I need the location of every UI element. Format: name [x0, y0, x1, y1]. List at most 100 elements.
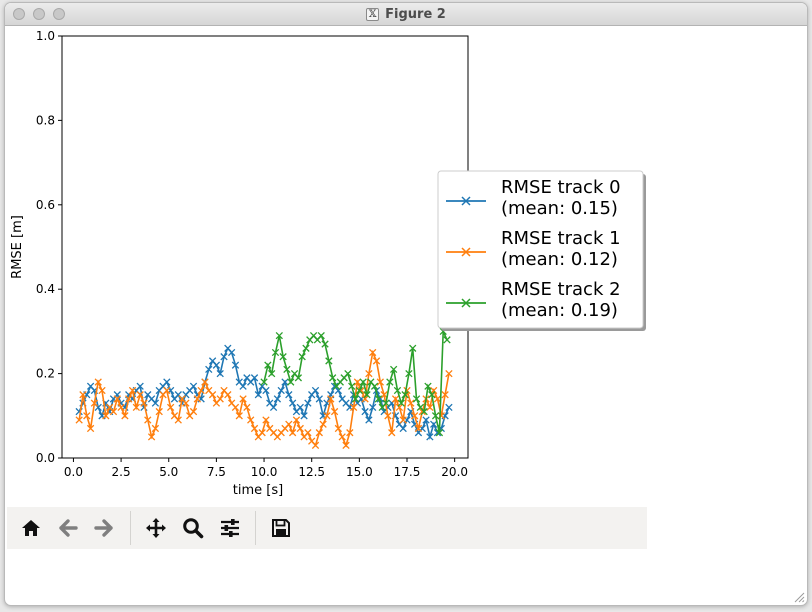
legend-label-2: RMSE track 2 (mean: 0.19): [501, 279, 621, 321]
data-point: [407, 399, 415, 407]
data-point: [83, 412, 91, 420]
data-point: [374, 395, 383, 403]
data-point: [380, 391, 388, 399]
series-1: [75, 348, 453, 449]
data-point: [409, 344, 417, 352]
arrow-right-icon: [94, 519, 113, 537]
data-point: [288, 429, 297, 437]
data-point: [273, 395, 282, 403]
data-point: [128, 386, 137, 395]
data-point: [151, 399, 160, 407]
data-point: [393, 386, 402, 395]
data-point: [426, 403, 434, 412]
data-point: [208, 391, 217, 399]
data-point: [239, 382, 247, 390]
data-point: [395, 403, 404, 412]
magnifier-icon: [183, 518, 204, 539]
data-point: [166, 403, 175, 412]
window-title: Figure 2: [385, 7, 446, 22]
data-point: [351, 395, 360, 403]
figure-canvas[interactable]: 0.0 2.5 5.0 7.5 10.0 12.5 15.0 17.5 20.0 0.0 0.2 0.…: [5, 25, 805, 507]
data-point: [147, 433, 156, 441]
data-point: [136, 382, 144, 390]
data-point: [247, 416, 255, 424]
title-bar: 𝕏 Figure 2: [5, 3, 807, 26]
data-point: [384, 412, 392, 420]
configure-subplots-button[interactable]: [216, 514, 244, 542]
close-window-button[interactable]: [13, 8, 25, 20]
x-tick-label: 20.0: [441, 465, 468, 479]
data-point: [376, 378, 384, 386]
data-point: [197, 386, 205, 395]
data-point: [422, 416, 430, 424]
sliders-icon: [221, 519, 239, 537]
home-button[interactable]: [17, 514, 45, 542]
data-point: [277, 386, 285, 395]
data-point: [189, 382, 198, 390]
pan-button[interactable]: [142, 514, 170, 542]
data-point: [346, 429, 354, 437]
y-tick-label: 0.2: [36, 367, 55, 381]
data-point: [182, 399, 190, 407]
data-point: [382, 399, 390, 407]
data-point: [231, 403, 240, 412]
data-point: [269, 403, 278, 412]
data-point: [189, 407, 198, 416]
data-point: [359, 378, 367, 386]
data-point: [390, 365, 398, 374]
data-point: [370, 382, 379, 390]
data-point: [98, 386, 106, 395]
data-point: [231, 361, 240, 369]
resize-grip-icon[interactable]: [793, 591, 805, 603]
data-point: [264, 361, 272, 369]
data-point: [430, 420, 438, 428]
data-point: [109, 407, 118, 416]
data-point: [365, 369, 373, 378]
data-point: [412, 395, 421, 403]
x-tick-label: 12.5: [298, 465, 325, 479]
data-point: [285, 391, 293, 399]
data-point: [410, 412, 419, 420]
data-point: [304, 429, 312, 437]
data-point: [311, 441, 320, 449]
data-point: [399, 416, 407, 424]
zoom-button[interactable]: [179, 514, 207, 542]
data-point: [431, 412, 440, 420]
data-point: [262, 416, 270, 424]
data-point: [250, 374, 259, 382]
data-point: [193, 395, 201, 403]
data-point: [279, 353, 287, 361]
data-point: [254, 391, 262, 399]
data-point: [144, 416, 152, 424]
minimize-window-button[interactable]: [33, 8, 45, 20]
move-icon: [146, 518, 166, 538]
data-point: [136, 391, 144, 399]
data-point: [369, 348, 377, 357]
x-tick-label: 17.5: [394, 465, 421, 479]
data-point: [296, 403, 304, 412]
y-tick-label: 1.0: [36, 29, 55, 43]
back-button[interactable]: [54, 514, 82, 542]
data-point: [330, 407, 339, 416]
home-icon: [22, 520, 40, 536]
data-point: [163, 378, 171, 386]
data-point: [216, 369, 224, 378]
data-point: [243, 403, 251, 412]
data-point: [216, 395, 224, 403]
toolbar-separator: [255, 511, 256, 545]
forward-button[interactable]: [90, 514, 118, 542]
maximize-window-button[interactable]: [53, 8, 65, 20]
data-point: [227, 348, 236, 357]
x-tick-label: 10.0: [251, 465, 278, 479]
data-point: [94, 378, 102, 386]
data-point: [151, 424, 160, 433]
data-point: [285, 420, 293, 428]
data-point: [338, 433, 346, 441]
data-point: [296, 424, 304, 433]
save-button[interactable]: [267, 514, 295, 542]
data-point: [372, 357, 381, 365]
x-tick-label: 7.5: [207, 465, 226, 479]
data-point: [262, 386, 270, 395]
data-point: [414, 424, 423, 433]
data-point: [445, 369, 453, 378]
